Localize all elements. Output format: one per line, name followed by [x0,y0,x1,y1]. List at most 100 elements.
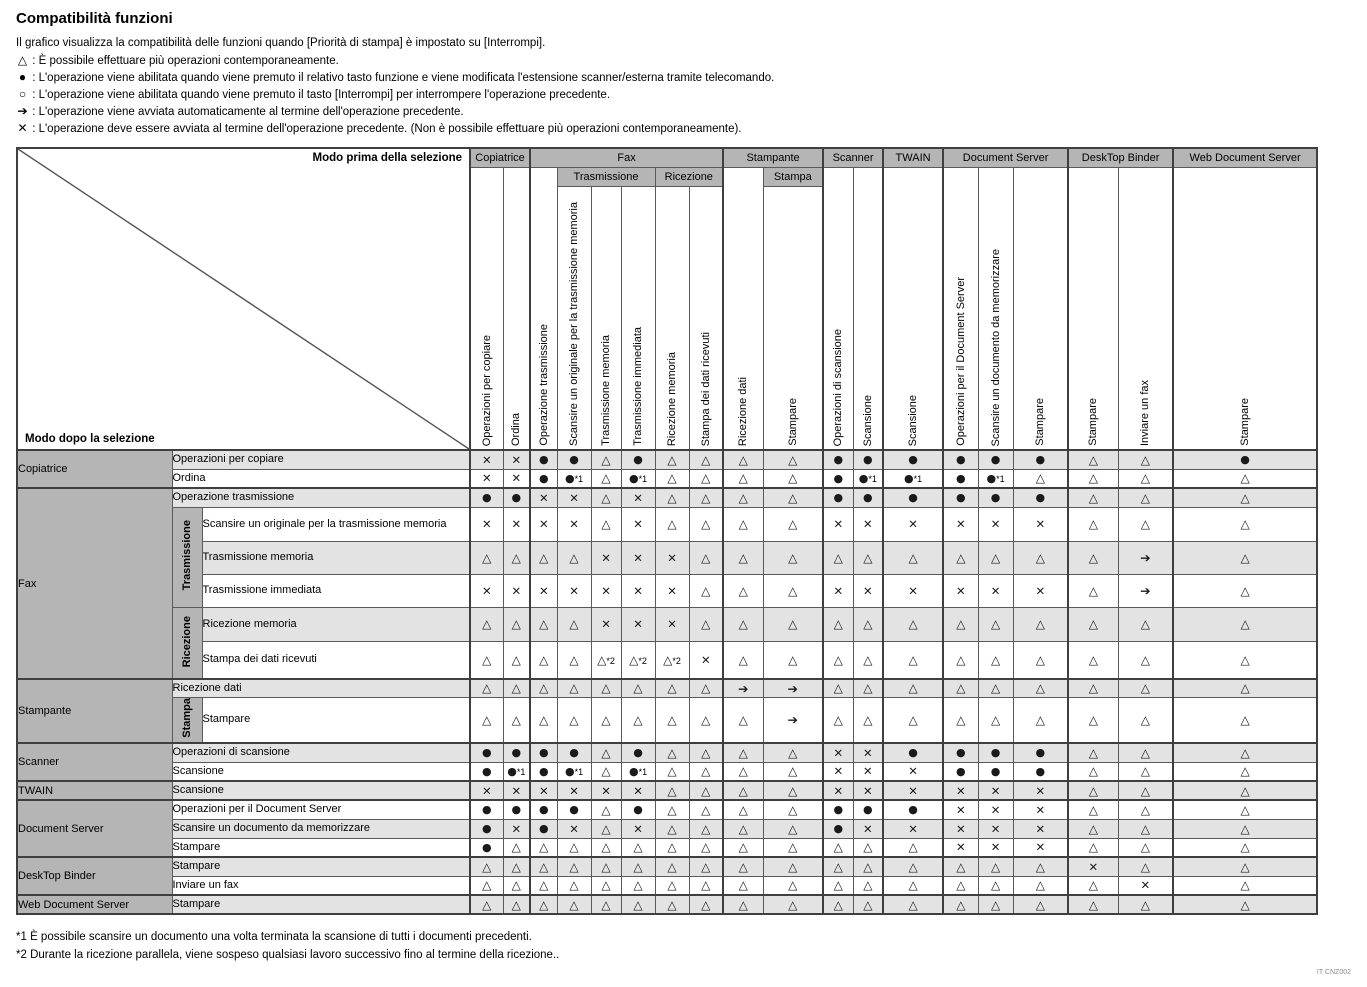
matrix-cell: △ [529,696,558,744]
matrix-cell-symbol: △ [539,617,549,631]
matrix-cell: △ [502,696,531,744]
matrix-cell-symbol: △ [863,840,873,855]
matrix-cell-symbol: △ [990,617,1001,631]
matrix-cell: ● [942,449,979,470]
matrix-cell-symbol: △ [738,652,748,667]
matrix-cell-symbol: ✕ [633,517,643,531]
matrix-cell-symbol: △ [601,764,611,779]
matrix-cell: △ [688,780,724,801]
matrix-cell-symbol: △ [738,878,748,893]
matrix-cell: △ [1012,540,1069,575]
matrix-cell: ● [620,742,656,763]
matrix-cell-symbol: △ [990,859,1001,874]
matrix-cell: △ [502,894,531,915]
matrix-cell: ✕ [469,449,504,470]
column-header: Stampare [1012,167,1069,451]
matrix-cell-symbol: ✕ [633,583,643,598]
matrix-cell: △ [502,640,531,680]
matrix-cell: △ [688,506,724,542]
matrix-cell: △ [590,449,622,470]
column-header-label: Trasmissione immediata [632,327,645,446]
row-subgroup-header: Ricezione [171,606,203,680]
matrix-cell-symbol: ● [633,453,643,467]
header-rotated-row: Scansire un originale per la trasmission… [17,186,1317,451]
matrix-cell-symbol: △ [701,583,711,598]
matrix-cell-symbol: △ [908,712,918,727]
matrix-cell: △ [469,606,504,642]
row-label: Ordina [171,468,471,489]
matrix-cell-symbol: ✕ [481,471,492,486]
matrix-cell: ✕ [620,573,656,608]
matrix-cell: △ [1067,573,1119,608]
matrix-cell-symbol: △ [701,840,711,855]
matrix-cell: △ [654,799,690,820]
matrix-cell-symbol: △ [701,802,711,817]
matrix-cell: △ [1172,468,1318,489]
matrix-cell: ● [882,799,944,820]
matrix-cell-symbol: △ [539,859,549,874]
matrix-cell-symbol: △ [482,878,492,893]
matrix-cell: △ [722,780,764,801]
matrix-cell-symbol: △ [1140,517,1150,531]
footnote-ref: *2 [638,655,647,666]
matrix-cell-symbol: ● [511,491,522,505]
matrix-cell: ✕ [529,573,558,608]
legend-triangle-icon: △ [17,53,28,67]
matrix-cell-symbol: △ [956,897,966,912]
matrix-cell-symbol: △ [633,859,643,874]
legend-line: ○ : L'operazione viene abilitata quando … [16,86,1353,103]
matrix-cell: △ [469,540,504,575]
matrix-cell-symbol: △ [1240,859,1250,874]
column-header: Ordina [502,167,531,451]
matrix-cell: △ [722,506,764,542]
matrix-cell: ✕ [502,468,531,489]
matrix-cell: △ [502,837,531,858]
legend-text: : L'operazione deve essere avviata al te… [29,123,742,135]
matrix-cell-symbol: △ [482,652,492,667]
matrix-cell-symbol: ✕ [481,517,492,531]
matrix-corner: Modo prima della selezione Modo dopo la s… [16,147,471,451]
matrix-cell-symbol: △ [908,859,918,874]
matrix-cell: △ [977,640,1014,680]
matrix-cell: △ [1067,875,1119,896]
matrix-cell: △ [722,540,764,575]
matrix-cell: △ [1172,894,1318,915]
matrix-cell: ✕ [1067,856,1119,877]
matrix-cell-symbol: ✕ [569,821,579,836]
matrix-cell: △ [942,875,979,896]
table-row: Ricezione Ricezione memoria △ △ △ △ ✕ ✕ ✕ △ △ △ △ △ △ △… [17,606,1318,680]
matrix-cell-symbol: △ [601,840,611,855]
matrix-cell: △*2 [654,640,690,680]
matrix-cell: ✕ [1012,818,1069,839]
matrix-cell-symbol: △ [956,859,966,874]
matrix-cell: ● [977,449,1014,470]
matrix-cell-symbol: △ [1035,712,1045,727]
matrix-cell: △ [852,678,884,698]
matrix-cell-symbol: ● [628,764,639,778]
column-header: Scansire un documento da memorizzare [977,167,1014,451]
matrix-cell: △ [1172,875,1318,896]
matrix-cell-symbol: ➔ [738,680,749,696]
matrix-cell-symbol: △ [788,783,798,798]
corner-label-after: Modo dopo la selezione [25,433,155,445]
matrix-cell: △ [654,856,690,877]
matrix-cell: ✕ [942,573,979,608]
matrix-cell-symbol: △ [1140,652,1150,667]
matrix-cell: ✕ [502,506,531,542]
matrix-cell-symbol: △ [1088,802,1098,817]
matrix-cell-symbol: ● [1035,491,1046,505]
matrix-cell-symbol: △ [1035,617,1045,631]
matrix-cell-symbol: △ [539,652,549,667]
matrix-cell: △ [1012,640,1069,680]
footnote-line: *2 Durante la ricezione parallela, viene… [16,948,560,961]
matrix-cell: ✕ [469,506,504,542]
matrix-cell-symbol: △ [667,490,677,505]
matrix-cell-symbol: ✕ [990,583,1001,598]
matrix-cell: △ [977,856,1014,877]
matrix-cell-symbol: ● [956,491,966,505]
matrix-cell-symbol: △ [738,897,748,912]
matrix-cell-symbol: ● [511,746,522,760]
matrix-cell: ✕ [882,761,944,782]
matrix-cell-symbol: ● [863,803,873,817]
matrix-cell: △ [1067,487,1119,508]
